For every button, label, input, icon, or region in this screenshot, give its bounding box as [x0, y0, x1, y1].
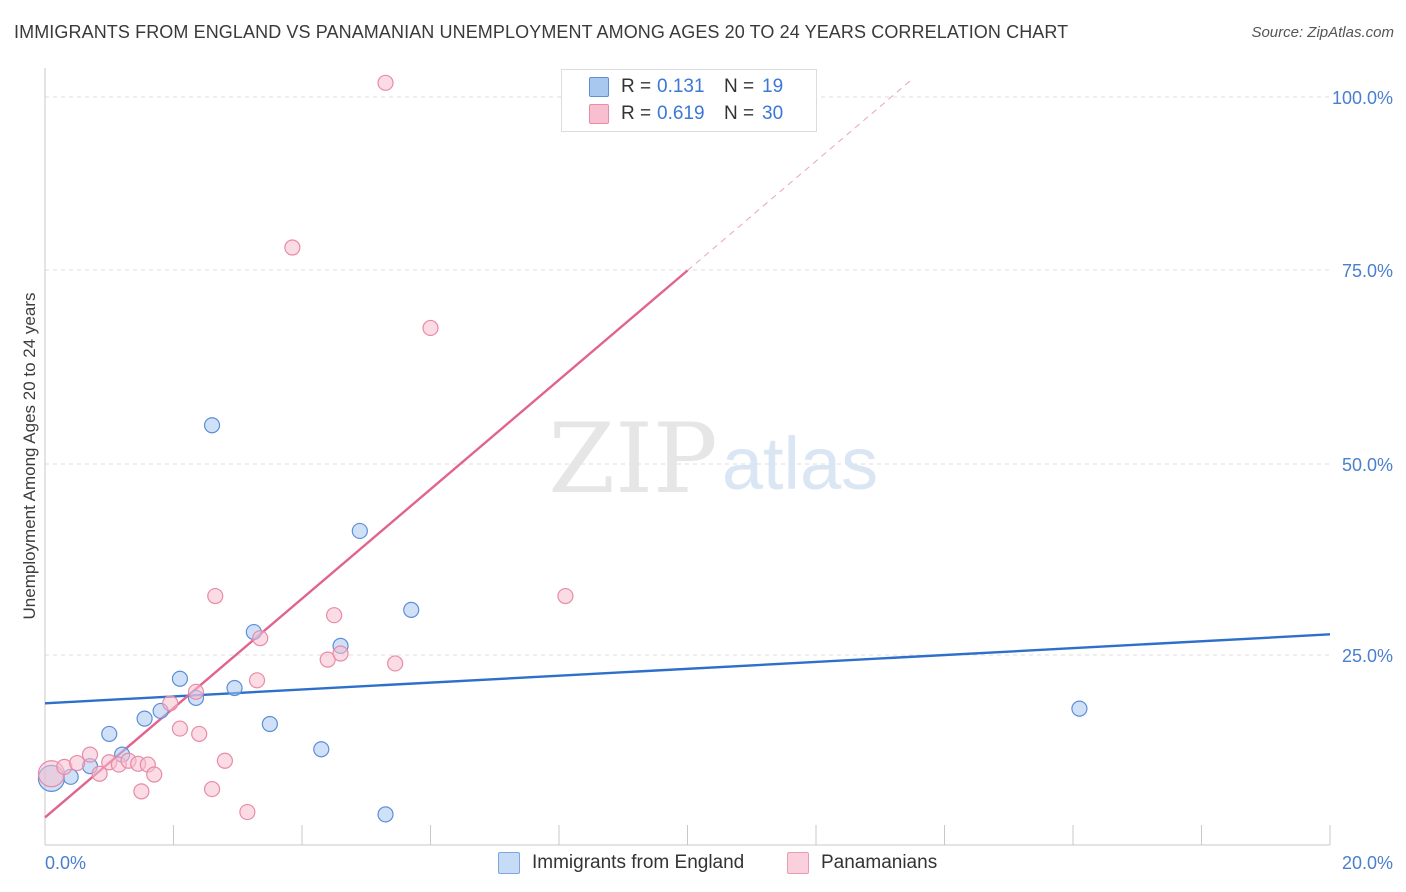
y-axis-label: Unemployment Among Ages 20 to 24 years	[20, 292, 39, 620]
point-panamanians	[203, 780, 221, 798]
point-panamanians	[252, 630, 269, 647]
grid-layer	[45, 96, 1330, 656]
point-england	[226, 679, 243, 697]
legend-r-value: 0.131	[657, 76, 705, 97]
watermark-zip: ZIP	[548, 403, 717, 515]
legend-n-value: 19	[762, 76, 784, 97]
y-tick-label: 50.0%	[1342, 455, 1393, 475]
watermark-atlas: atlas	[722, 422, 878, 505]
legend-n-key: N =	[724, 76, 755, 97]
watermark: ZIP atlas	[548, 403, 878, 515]
points-layer	[37, 74, 1088, 823]
point-panamanians	[191, 725, 208, 743]
point-panamanians	[239, 803, 256, 821]
legend-n-value: 30	[762, 103, 784, 124]
point-panamanians	[284, 239, 301, 256]
legend-swatch-england	[589, 77, 609, 97]
point-panamanians	[377, 74, 394, 91]
point-england	[313, 741, 330, 758]
point-england	[171, 670, 189, 687]
point-panamanians	[91, 765, 108, 782]
point-england	[403, 601, 420, 618]
legend-item-england[interactable]: Immigrants from England	[498, 852, 744, 874]
x-tick-label-min: 0.0%	[45, 853, 86, 873]
y-tick-label: 25.0%	[1342, 646, 1393, 666]
point-panamanians	[332, 645, 349, 662]
legend-n-key: N =	[724, 103, 755, 124]
point-panamanians	[133, 783, 150, 800]
legend-item-panamanians[interactable]: Panamanians	[787, 852, 937, 874]
legend-r-value: 0.619	[657, 103, 705, 124]
point-england	[351, 522, 368, 540]
legend-swatch-panamanians	[787, 852, 809, 874]
legend-swatch-panamanians	[589, 104, 609, 124]
point-panamanians	[146, 766, 163, 783]
point-panamanians	[248, 672, 266, 689]
y-tick-label: 75.0%	[1342, 261, 1393, 281]
point-panamanians	[387, 655, 404, 672]
trendline-panamanians	[44, 269, 689, 819]
point-england	[136, 710, 153, 727]
legend-row-england: R = 0.131 N = 19	[589, 75, 784, 99]
point-england	[203, 417, 221, 434]
point-panamanians	[162, 695, 179, 712]
source-label: Source: ZipAtlas.com	[1251, 24, 1394, 41]
axes-layer	[44, 68, 1331, 846]
trend-layer	[44, 78, 1331, 819]
legend-label-england: Immigrants from England	[532, 852, 745, 873]
chart-title: IMMIGRANTS FROM ENGLAND VS PANAMANIAN UN…	[14, 22, 1069, 42]
tick-label-layer: 100.0% 75.0% 50.0% 25.0% 0.0% 20.0%	[45, 88, 1393, 873]
point-panamanians	[216, 752, 233, 769]
trendline-extension-panamanians	[687, 78, 913, 271]
legend-swatch-england	[498, 852, 520, 874]
point-england	[1071, 700, 1088, 717]
point-england	[101, 725, 118, 743]
point-panamanians	[319, 651, 336, 668]
point-england	[261, 715, 278, 733]
point-panamanians	[422, 319, 439, 337]
legend-r-key: R =	[621, 76, 652, 97]
correlation-legend: R = 0.131 N = 19 R = 0.619 N = 30	[561, 69, 817, 132]
legend-r-key: R =	[621, 103, 652, 124]
y-tick-label: 100.0%	[1332, 88, 1393, 108]
point-panamanians	[326, 607, 343, 624]
point-panamanians	[187, 683, 205, 700]
legend-row-panamanians: R = 0.619 N = 30	[589, 102, 784, 126]
x-tick-label-max: 20.0%	[1342, 853, 1393, 873]
point-panamanians	[81, 746, 99, 763]
legend-label-panamanians: Panamanians	[821, 852, 938, 873]
point-panamanians	[69, 754, 86, 772]
point-panamanians	[557, 587, 574, 605]
trendline-england	[44, 633, 1331, 705]
point-england	[377, 806, 394, 823]
series-legend: Immigrants from England Panamanians	[0, 852, 1406, 878]
point-panamanians	[171, 720, 189, 737]
point-panamanians	[207, 587, 224, 605]
